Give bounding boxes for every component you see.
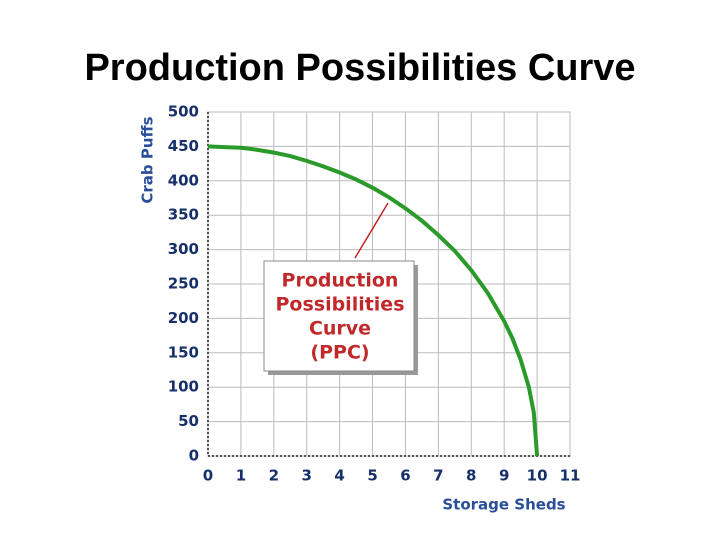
y-tick-label: 400 — [168, 171, 199, 189]
x-tick-label: 10 — [527, 467, 548, 485]
x-tick-label: 7 — [433, 467, 443, 485]
chart-title: Production Possibilities Curve — [84, 47, 635, 89]
x-tick-label: 8 — [466, 467, 476, 485]
x-tick-label: 3 — [302, 467, 312, 485]
x-tick-label: 2 — [269, 467, 279, 485]
x-tick-label: 4 — [334, 467, 344, 485]
curve — [207, 144, 540, 457]
y-tick-label: 500 — [168, 103, 199, 121]
x-tick-label: 6 — [400, 467, 410, 485]
annotation-text: Production — [282, 270, 399, 292]
y-axis-label: Crab Puffs — [139, 116, 157, 203]
annotation-text: (PPC) — [310, 342, 369, 364]
annotation-text: Curve — [309, 318, 371, 340]
y-tick-label: 150 — [168, 343, 199, 361]
annotation-box — [263, 260, 415, 372]
y-tick-label: 200 — [168, 309, 199, 327]
x-tick-label: 5 — [367, 467, 377, 485]
y-tick-label: 0 — [189, 447, 199, 465]
x-tick-label: 9 — [499, 467, 509, 485]
annotation-text: Possibilities — [275, 294, 404, 316]
y-tick-label: 50 — [178, 412, 199, 430]
x-tick-label: 0 — [203, 467, 213, 485]
y-tick-label: 100 — [168, 378, 199, 396]
y-tick-label: 450 — [168, 137, 199, 155]
x-axis-label: Storage Sheds — [442, 496, 565, 514]
annotation-pointer — [354, 202, 389, 259]
y-tick-label: 350 — [168, 206, 199, 224]
x-tick-label: 11 — [560, 467, 581, 485]
y-tick-label: 250 — [168, 275, 199, 293]
x-tick-label: 1 — [236, 467, 246, 485]
y-tick-label: 300 — [168, 240, 199, 258]
